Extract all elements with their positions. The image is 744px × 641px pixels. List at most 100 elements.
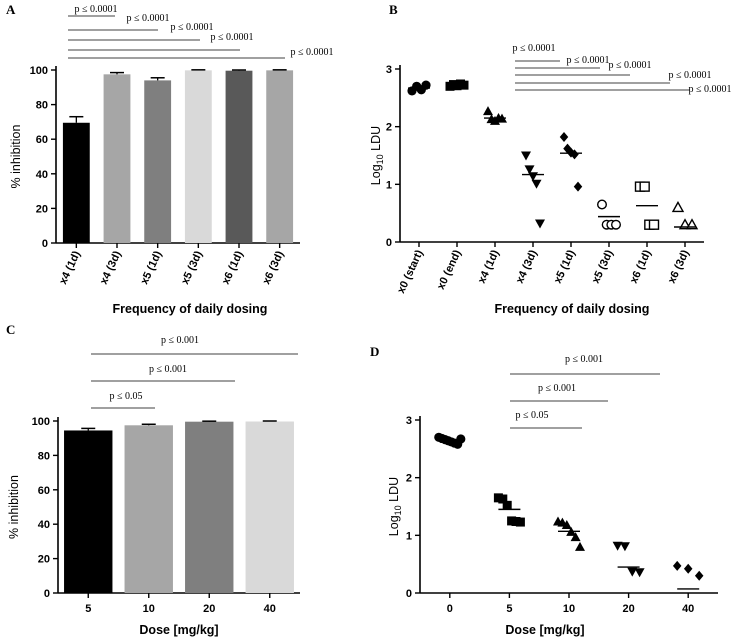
bar — [64, 430, 113, 593]
significance-label: p ≤ 0.0001 — [171, 22, 214, 33]
data-point-square — [502, 500, 512, 510]
y-tick-label: 3 — [406, 415, 412, 427]
x-tick-label: 10 — [143, 603, 155, 615]
data-point-square — [648, 219, 660, 230]
data-point-diamond — [672, 560, 682, 571]
x-tick-label: 40 — [264, 603, 276, 615]
data-point-triangle-up — [570, 532, 581, 542]
panel-letter-d: D — [370, 344, 379, 359]
x-tick-label: x5 (1d) — [139, 249, 165, 287]
x-tick-label: x5 (3d) — [179, 249, 205, 287]
data-point-triangle-down — [619, 542, 630, 552]
y-tick-label: 40 — [38, 519, 50, 531]
x-axis-title: Dose [mg/kg] — [505, 623, 584, 637]
data-point-triangle-up — [561, 519, 572, 529]
data-point-square — [515, 517, 525, 527]
data-point-square — [498, 494, 508, 504]
bar — [185, 421, 234, 593]
significance-label: p ≤ 0.0001 — [127, 13, 170, 24]
y-tick-label: 0 — [44, 588, 50, 600]
x-tick-label: x6 (3d) — [666, 248, 692, 286]
y-tick-label: 60 — [38, 485, 50, 497]
y-tick-label: 0 — [406, 588, 412, 600]
x-tick-label: 10 — [563, 603, 575, 615]
y-tick-label: 40 — [36, 169, 48, 181]
data-point-square — [639, 181, 650, 192]
y-axis-title: % inhibition — [9, 124, 23, 188]
x-tick-label: x6 (1d) — [220, 249, 246, 287]
data-point-triangle-down — [524, 165, 535, 175]
y-tick-label: 20 — [36, 203, 48, 215]
significance-label: p ≤ 0.001 — [149, 364, 187, 375]
x-tick-label: x4 (3d) — [514, 248, 540, 286]
significance-label: p ≤ 0.0001 — [513, 43, 556, 54]
data-point-triangle-down — [634, 568, 645, 578]
x-tick-label: x6 (1d) — [628, 248, 654, 286]
data-point-triangle-down — [531, 179, 542, 189]
y-tick-label: 2 — [386, 122, 392, 134]
bar — [245, 421, 294, 593]
data-point-circle — [597, 199, 608, 210]
panel-letter-b: B — [389, 2, 398, 17]
significance-label: p ≤ 0.05 — [110, 391, 143, 402]
data-point-diamond — [570, 149, 579, 160]
data-point-diamond — [683, 563, 693, 574]
panel-d: 0 1 2 3 0 5 10 20 40 Dose [mg/kg] Log10 LDU p ≤ 0.0… — [387, 354, 718, 637]
x-tick-label: 20 — [203, 603, 215, 615]
bar — [184, 70, 212, 243]
data-point-triangle-down — [627, 567, 638, 577]
y-tick-label: 0 — [386, 237, 392, 249]
significance-label: p ≤ 0.0001 — [609, 60, 652, 71]
y-tick-label: 1 — [386, 179, 392, 191]
x-tick-label: x0 (start) — [395, 248, 426, 295]
x-axis-title: Dose [mg/kg] — [139, 623, 218, 637]
significance-label: p ≤ 0.001 — [161, 335, 199, 346]
y-tick-label: 20 — [38, 554, 50, 566]
significance-label: p ≤ 0.0001 — [75, 4, 118, 15]
y-tick-label: 60 — [36, 134, 48, 146]
significance-label: p ≤ 0.001 — [538, 383, 576, 394]
bar — [124, 425, 173, 593]
panel-c: 0 20 40 60 80 100 5 10 20 40 Dose [mg/kg] % inhibit… — [7, 335, 300, 637]
x-tick-label: x5 (3d) — [590, 248, 616, 286]
data-point-diamond — [573, 181, 583, 192]
x-tick-label: x6 (3d) — [261, 249, 287, 287]
x-tick-label: x4 (1d) — [476, 248, 502, 286]
y-tick-label: 0 — [42, 238, 48, 250]
data-point-triangle-down — [612, 541, 623, 551]
panel-b: 0 1 2 3 x0 (start) x0 (end) x4 (1d) x4 (3d) x5 (… — [369, 43, 732, 316]
significance-label: p ≤ 0.001 — [565, 354, 603, 365]
data-point-circle — [456, 434, 466, 444]
x-tick-label: 0 — [447, 603, 453, 615]
bar — [225, 70, 253, 243]
data-point-circle — [611, 219, 622, 230]
y-axis-title: Log10 LDU — [387, 477, 403, 536]
x-axis-title: Frequency of daily dosing — [113, 302, 268, 316]
y-tick-label: 80 — [36, 100, 48, 112]
y-axis-title: % inhibition — [7, 475, 21, 539]
y-axis-title: Log10 LDU — [369, 126, 385, 185]
bar — [62, 122, 90, 243]
data-point-triangle-down — [535, 219, 545, 229]
significance-label: p ≤ 0.05 — [516, 410, 549, 421]
x-tick-label: 40 — [682, 603, 694, 615]
panel-letter-a: A — [6, 2, 16, 17]
bar — [144, 80, 172, 243]
significance-label: p ≤ 0.0001 — [291, 47, 334, 58]
data-point-triangle-up — [575, 541, 585, 551]
x-axis-title: Frequency of daily dosing — [495, 302, 650, 316]
significance-label: p ≤ 0.0001 — [689, 84, 732, 95]
y-tick-label: 80 — [38, 450, 50, 462]
x-tick-label: 5 — [85, 603, 91, 615]
y-tick-label: 3 — [386, 64, 392, 76]
significance-label: p ≤ 0.0001 — [567, 55, 610, 66]
data-point-diamond — [559, 132, 569, 143]
panel-letter-c: C — [6, 322, 15, 337]
y-tick-label: 1 — [406, 530, 412, 542]
y-tick-label: 2 — [406, 473, 412, 485]
data-point-triangle-up — [483, 106, 493, 116]
y-tick-label: 100 — [30, 65, 48, 77]
significance-label: p ≤ 0.0001 — [669, 70, 712, 81]
y-tick-label: 100 — [32, 416, 50, 428]
